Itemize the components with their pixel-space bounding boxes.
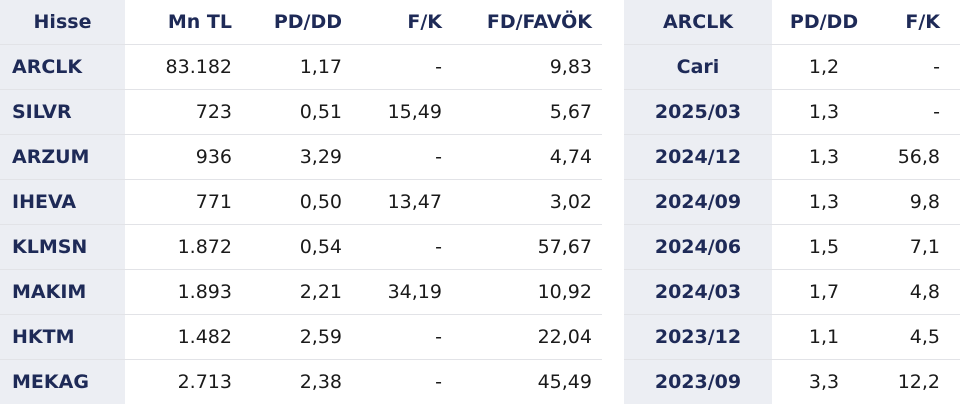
header-arclk: ARCLK xyxy=(624,0,772,45)
cell-f-k: - xyxy=(876,89,960,135)
header-fd-favok: FD/FAVÖK xyxy=(452,0,602,45)
cell-mn-tl: 1.893 xyxy=(125,269,242,315)
table-row: 2024/03 1,7 4,8 xyxy=(624,269,960,315)
cell-period: 2024/03 xyxy=(624,269,772,315)
cell-hisse: SILVR xyxy=(0,89,125,135)
cell-pd-dd: 2,21 xyxy=(242,269,352,315)
cell-period: 2024/12 xyxy=(624,134,772,180)
table-row: IHEVA 771 0,50 13,47 3,02 xyxy=(0,179,602,225)
cell-f-k: - xyxy=(352,44,452,90)
cell-mn-tl: 936 xyxy=(125,134,242,180)
cell-pd-dd: 0,50 xyxy=(242,179,352,225)
cell-f-k: - xyxy=(352,314,452,360)
cell-pd-dd: 3,3 xyxy=(808,371,840,393)
header-pd-dd: PD/DD xyxy=(242,0,352,45)
cell-period: 2023/09 xyxy=(624,359,772,404)
cell-hisse: ARCLK xyxy=(0,44,125,90)
table-row: 2023/12 1,1 4,5 xyxy=(624,314,960,360)
header-f-k: F/K xyxy=(352,0,452,45)
cell-pd-dd: 1,7 xyxy=(772,269,876,315)
cell-mn-tl: 1.872 xyxy=(125,224,242,270)
cell-f-k: - xyxy=(435,371,442,393)
cell-hisse: MAKIM xyxy=(0,269,125,315)
cell-pd-dd: 1,1 xyxy=(772,314,876,360)
cell-f-k: - xyxy=(352,224,452,270)
table-row: KLMSN 1.872 0,54-57,67 xyxy=(0,224,602,270)
table-row: 2024/06 1,5 7,1 xyxy=(624,224,960,270)
table-row: MEKAG 2.713 2,38 - 45,49 xyxy=(0,359,602,404)
table-gap xyxy=(602,0,624,405)
cell-mn-tl: 2.713 xyxy=(177,371,232,393)
cell-fd-favok: 45,49 xyxy=(537,371,592,393)
cell-f-k: 4,5 xyxy=(876,314,960,360)
table-row: 2024/09 1,3 9,8 xyxy=(624,179,960,225)
cell-fd-favok: 57,67 xyxy=(452,224,602,270)
cell-f-k: - xyxy=(876,44,960,90)
header-f-k: F/K xyxy=(876,0,960,45)
stock-valuation-table: Hisse Mn TL PD/DD F/K FD/FAVÖK ARCLK 83.1… xyxy=(0,0,602,404)
table-row: MAKIM 1.893 2,21 34,19 10,92 xyxy=(0,269,602,315)
table-row: SILVR 723 0,51 15,49 5,67 xyxy=(0,89,602,135)
arclk-history-table: ARCLK PD/DD F/K Cari 1,2-2025/03 1,3-2024/… xyxy=(624,0,960,404)
cell-pd-dd: 1,5 xyxy=(772,224,876,270)
cell-fd-favok: 5,67 xyxy=(452,89,602,135)
table-header-row: ARCLK PD/DD F/K xyxy=(624,0,960,45)
cell-mn-tl: 771 xyxy=(125,179,242,225)
cell-pd-dd: 1,17 xyxy=(242,44,352,90)
cell-f-k: 13,47 xyxy=(352,179,452,225)
cell-period: Cari xyxy=(624,44,772,90)
cell-f-k: 56,8 xyxy=(876,134,960,180)
cell-hisse: ARZUM xyxy=(0,134,125,180)
table-row: 2023/09 3,3 12,2 xyxy=(624,359,960,404)
cell-f-k: 12,2 xyxy=(897,371,940,393)
cell-f-k: 7,1 xyxy=(876,224,960,270)
cell-pd-dd: 3,29 xyxy=(242,134,352,180)
cell-f-k: 34,19 xyxy=(352,269,452,315)
cell-pd-dd: 1,3 xyxy=(772,134,876,180)
cell-pd-dd: 2,59 xyxy=(242,314,352,360)
cell-fd-favok: 3,02 xyxy=(452,179,602,225)
table-row: ARZUM 936 3,29-4,74 xyxy=(0,134,602,180)
table-row: 2025/03 1,3- xyxy=(624,89,960,135)
cell-fd-favok: 4,74 xyxy=(452,134,602,180)
cell-fd-favok: 22,04 xyxy=(452,314,602,360)
cell-pd-dd: 1,3 xyxy=(772,89,876,135)
cell-hisse: HKTM xyxy=(0,314,125,360)
cell-f-k: - xyxy=(352,134,452,180)
cell-pd-dd: 0,51 xyxy=(242,89,352,135)
header-hisse: Hisse xyxy=(0,0,125,45)
cell-mn-tl: 83.182 xyxy=(125,44,242,90)
cell-period: 2025/03 xyxy=(624,89,772,135)
table-row: ARCLK 83.182 1,17-9,83 xyxy=(0,44,602,90)
cell-pd-dd: 1,3 xyxy=(772,179,876,225)
cell-pd-dd: 2,38 xyxy=(299,371,342,393)
cell-hisse: KLMSN xyxy=(0,224,125,270)
cell-period: 2023/12 xyxy=(624,314,772,360)
table-header-row: Hisse Mn TL PD/DD F/K FD/FAVÖK xyxy=(0,0,602,45)
cell-pd-dd: 1,2 xyxy=(772,44,876,90)
table-row: 2024/12 1,3 56,8 xyxy=(624,134,960,180)
cell-hisse: MEKAG xyxy=(0,359,125,404)
cell-mn-tl: 1.482 xyxy=(125,314,242,360)
cell-fd-favok: 9,83 xyxy=(452,44,602,90)
cell-f-k: 9,8 xyxy=(876,179,960,225)
cell-f-k: 4,8 xyxy=(876,269,960,315)
cell-period: 2024/09 xyxy=(624,179,772,225)
cell-pd-dd: 0,54 xyxy=(242,224,352,270)
cell-mn-tl: 723 xyxy=(125,89,242,135)
table-row: HKTM 1.482 2,59-22,04 xyxy=(0,314,602,360)
cell-f-k: 15,49 xyxy=(352,89,452,135)
cell-fd-favok: 10,92 xyxy=(452,269,602,315)
header-pd-dd: PD/DD xyxy=(772,0,876,45)
table-row: Cari 1,2- xyxy=(624,44,960,90)
cell-hisse: IHEVA xyxy=(0,179,125,225)
header-mn-tl: Mn TL xyxy=(125,0,242,45)
cell-period: 2024/06 xyxy=(624,224,772,270)
